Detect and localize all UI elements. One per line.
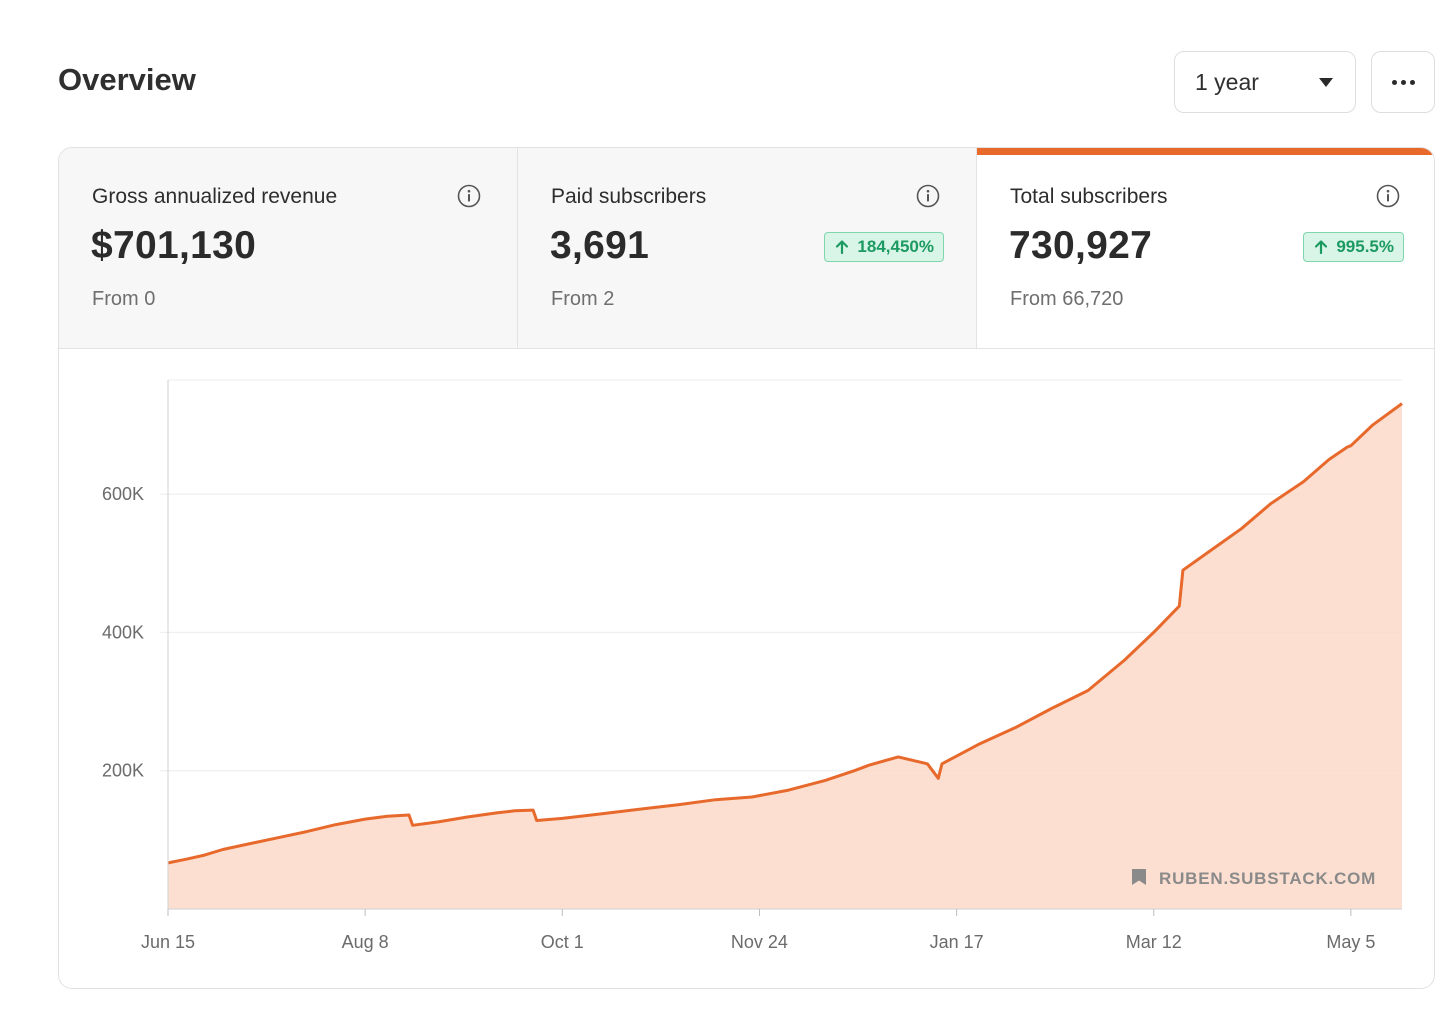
series-line [167,402,1403,865]
overview-card: Gross annualized revenue $701,130 From 0… [58,147,1435,989]
period-dropdown[interactable]: 1 year [1174,51,1356,113]
x-tick-label: Jun 15 [141,932,195,952]
area-fill [168,403,1402,909]
y-tick-label: 200K [102,761,144,781]
metric-label: Paid subscribers [551,185,707,208]
subscribers-chart: 200K 400K 600K Jun 15 Aug 8 Oct 1 Nov 24 Jan 17… [102,379,1403,952]
metrics-row: Gross annualized revenue $701,130 From 0… [59,148,1434,349]
chevron-down-icon [1319,77,1333,87]
y-tick-label: 600K [102,484,144,504]
metric-label: Total subscribers [1010,185,1168,208]
arrow-up-icon [1315,240,1328,255]
info-icon[interactable] [916,184,940,208]
metric-from: From 66,720 [1010,288,1124,310]
x-tick-label: May 5 [1326,932,1375,952]
metric-tab-paid-subscribers[interactable]: Paid subscribers 3,691 184,450% From 2 [518,148,977,348]
x-tick-label: Aug 8 [342,932,389,952]
info-icon[interactable] [457,184,481,208]
page-title: Overview [58,62,196,97]
metric-tab-total-subscribers[interactable]: Total subscribers 730,927 995.5% From 66… [977,148,1434,348]
period-dropdown-label: 1 year [1195,68,1259,95]
metric-value: 730,927 [1009,224,1153,267]
x-tick-label: Nov 24 [731,932,788,952]
more-dots-icon [1391,79,1397,85]
change-badge-value: 995.5% [1336,237,1394,256]
x-tick-label: Jan 17 [930,932,984,952]
metric-tab-revenue[interactable]: Gross annualized revenue $701,130 From 0 [59,148,518,348]
metric-value: $701,130 [91,224,257,267]
watermark: RUBEN.SUBSTACK.COM [1132,869,1376,888]
metric-from: From 0 [92,288,156,310]
metric-from: From 2 [551,288,615,310]
metric-value: 3,691 [550,224,650,267]
x-tick-label: Oct 1 [541,932,584,952]
arrow-up-icon [836,240,849,255]
chart-axes: 200K 400K 600K Jun 15 Aug 8 Oct 1 Nov 24 Jan 17… [102,380,1402,952]
metric-label: Gross annualized revenue [92,185,338,208]
bookmark-icon [1132,869,1146,885]
more-options-button[interactable] [1371,51,1435,113]
y-tick-label: 400K [102,622,144,642]
info-icon[interactable] [1376,184,1400,208]
watermark-text: RUBEN.SUBSTACK.COM [1159,869,1376,888]
change-badge-value: 184,450% [857,237,934,256]
change-badge: 184,450% [824,232,944,262]
x-tick-label: Mar 12 [1126,932,1182,952]
change-badge: 995.5% [1303,232,1404,262]
